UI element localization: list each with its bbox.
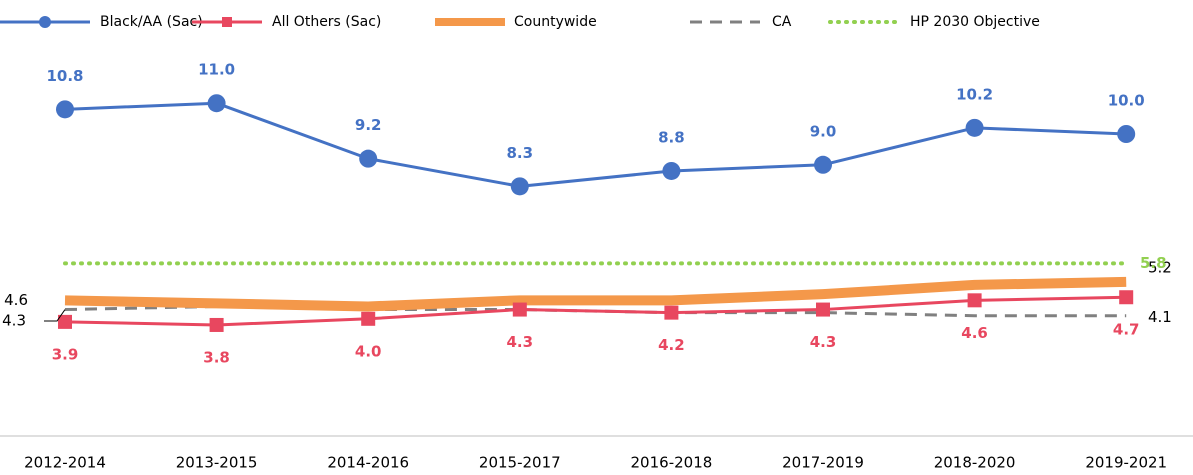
data-label: 4.6 [961, 324, 988, 342]
data-point [664, 305, 679, 320]
data-point [510, 177, 529, 196]
data-point [816, 302, 830, 317]
data-point [58, 314, 72, 329]
data-point [207, 94, 226, 113]
x-tick-label: 2016-2018 [631, 454, 713, 472]
data-point [56, 100, 74, 119]
data-label: 4.1 [1148, 308, 1172, 326]
data-label: 10.2 [956, 85, 993, 103]
data-label: 9.0 [810, 122, 837, 140]
x-tick-label: 2014-2016 [327, 454, 409, 472]
data-label: 4.2 [658, 336, 685, 354]
legend-marker [39, 16, 51, 28]
data-label: 3.9 [52, 345, 79, 363]
data-label: 5.2 [1148, 258, 1172, 276]
data-point [967, 293, 982, 308]
data-label: 4.6 [4, 291, 28, 309]
data-point [1117, 125, 1136, 143]
data-label: 10.0 [1108, 92, 1145, 110]
data-label: 4.3 [507, 333, 534, 351]
data-point [512, 302, 527, 317]
legend-label: CA [772, 14, 792, 30]
data-point [814, 155, 832, 174]
legend-label: Black/AA (Sac) [100, 14, 203, 30]
data-label: 5.8 [1140, 254, 1167, 272]
legend-label: HP 2030 Objective [910, 14, 1040, 30]
data-label: 4.3 [810, 333, 837, 351]
legend-label: All Others (Sac) [272, 14, 381, 30]
x-tick-label: 2017-2019 [782, 454, 864, 472]
data-point [361, 311, 376, 326]
data-label: 11.0 [198, 61, 235, 79]
data-label: 3.8 [203, 348, 230, 366]
data-point [359, 149, 378, 168]
data-label: 10.8 [46, 67, 83, 85]
data-label: 4.0 [355, 342, 382, 360]
data-label: 4.3 [2, 312, 26, 330]
series-line [64, 295, 1127, 327]
x-tick-label: 2019-2021 [1085, 454, 1167, 472]
x-tick-label: 2012-2014 [24, 454, 106, 472]
x-tick-label: 2015-2017 [479, 454, 561, 472]
data-label: 9.2 [355, 116, 382, 134]
data-point [662, 161, 681, 180]
series-line [64, 101, 1127, 188]
legend-marker [222, 17, 232, 27]
x-tick-label: 2013-2015 [176, 454, 258, 472]
series-line [64, 276, 1127, 312]
data-point [965, 118, 984, 137]
legend-label: Countywide [514, 14, 597, 30]
x-tick-label: 2018-2020 [934, 454, 1016, 472]
data-label: 4.7 [1113, 321, 1140, 339]
leader-line [44, 309, 66, 322]
data-label: 8.3 [507, 144, 534, 162]
data-label: 8.8 [658, 128, 685, 146]
data-point [1119, 290, 1134, 305]
data-point [209, 317, 224, 332]
